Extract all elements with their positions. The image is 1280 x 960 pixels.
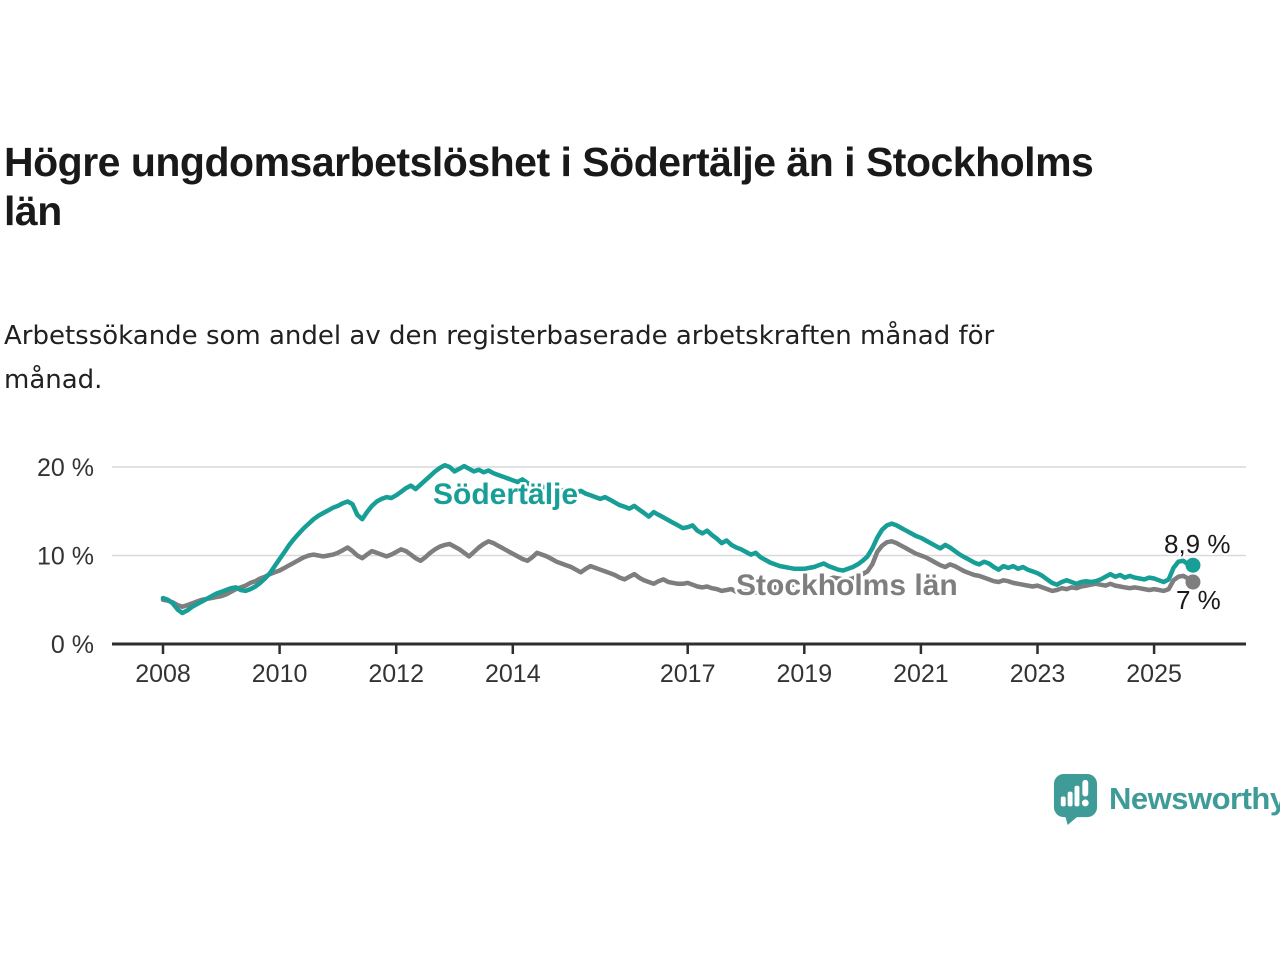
newsworthy-logo: Newsworthy [1052, 772, 1280, 825]
page-subtitle: Arbetssökande som andel av den registerb… [4, 314, 1224, 402]
series-end-dot-sodertalje [1185, 557, 1201, 573]
series-label-stockholms-lan: Stockholms län [736, 569, 958, 602]
x-tick-label: 2021 [893, 660, 949, 688]
x-tick-label: 2010 [252, 660, 308, 688]
x-tick-label: 2023 [1010, 660, 1066, 688]
page-title-line2: län [4, 188, 62, 234]
series-line-stockholms-lan [160, 539, 1196, 610]
newsworthy-wordmark: Newsworthy [1109, 780, 1280, 816]
page-title: Högre ungdomsarbetslöshet i Södertälje ä… [4, 138, 1278, 236]
x-tick-label: 2014 [485, 660, 541, 688]
series-end-dot-stockholms-lan [1185, 574, 1201, 590]
x-tick-label: 2025 [1126, 660, 1182, 688]
x-tick-label: 2012 [368, 660, 424, 688]
page-title-line1: Högre ungdomsarbetslöshet i Södertälje ä… [4, 139, 1094, 185]
series-value-label-sodertalje: 8,9 % [1164, 529, 1231, 559]
series-label-sodertalje: Södertälje [433, 478, 578, 511]
series-value-label-stockholms-lan: 7 % [1176, 585, 1221, 615]
page-subtitle-line2: månad. [4, 365, 103, 395]
x-tick-label: 2008 [135, 660, 191, 688]
y-tick-label: 0 % [51, 631, 94, 659]
series-line-sodertalje [160, 462, 1196, 616]
newsworthy-bubble-chart-icon [1053, 774, 1098, 825]
y-tick-label: 20 % [37, 454, 94, 482]
x-tick-label: 2017 [660, 660, 716, 688]
y-tick-label: 10 % [37, 543, 94, 571]
x-tick-label: 2019 [776, 660, 832, 688]
page-subtitle-line1: Arbetssökande som andel av den registerb… [4, 321, 995, 351]
